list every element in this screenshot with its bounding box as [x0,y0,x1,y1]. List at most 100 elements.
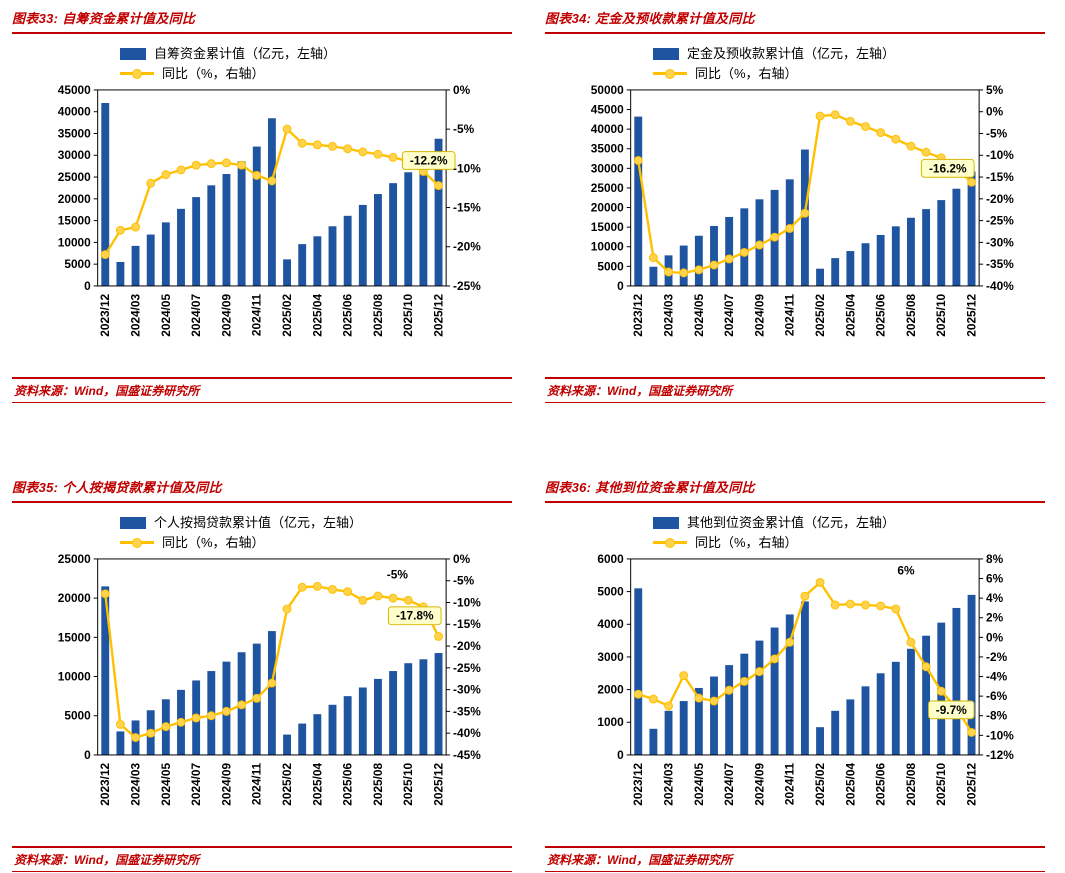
svg-text:2024/07: 2024/07 [722,293,736,336]
svg-text:2000: 2000 [597,683,624,697]
svg-text:20000: 20000 [591,200,624,214]
legend-label: 其他到位资金累计值（亿元，左轴） [687,514,896,530]
panel-title: 图表36: 其他到位资金累计值及同比 [545,480,755,495]
svg-text:15000: 15000 [591,220,624,234]
svg-text:-10%: -10% [453,161,481,175]
svg-text:2024/05: 2024/05 [159,762,173,805]
line-marker-icon [665,68,675,79]
svg-text:-15%: -15% [453,200,481,214]
svg-text:2025/06: 2025/06 [341,762,355,805]
svg-text:2025/08: 2025/08 [371,293,385,336]
svg-text:2024/05: 2024/05 [159,293,173,336]
svg-text:35000: 35000 [591,142,624,156]
svg-text:2025/02: 2025/02 [280,293,294,336]
legend-item-bar: 个人按揭贷款累计值（亿元，左轴） [120,515,512,531]
svg-text:2025/12: 2025/12 [432,762,446,805]
line-series-swatch [653,68,687,79]
svg-text:1000: 1000 [597,715,624,729]
svg-text:25000: 25000 [58,553,91,566]
svg-text:2025/04: 2025/04 [310,293,324,336]
svg-text:15000: 15000 [58,630,91,644]
svg-text:2025/02: 2025/02 [280,762,294,805]
svg-text:0: 0 [84,279,91,293]
panel-title: 图表34: 定金及预收款累计值及同比 [545,11,755,26]
svg-text:-40%: -40% [986,279,1014,293]
legend-item-bar: 定金及预收款累计值（亿元，左轴） [653,46,1045,62]
svg-text:6%: 6% [986,571,1004,585]
line-marker-icon [132,68,142,79]
footer-divider-bottom [545,402,1045,403]
legend-label: 自筹资金累计值（亿元，左轴） [154,45,337,61]
svg-text:-15%: -15% [453,617,481,631]
source-footer: 资料来源：Wind，国盛证券研究所 [545,377,1045,403]
svg-text:0: 0 [617,748,624,762]
svg-text:0%: 0% [986,630,1004,644]
chart-legend: 自筹资金累计值（亿元，左轴） 同比（%，右轴） [120,46,512,82]
legend-item-line: 同比（%，右轴） [653,66,1045,82]
figure-panel-35: 图表35: 个人按揭贷款累计值及同比 个人按揭贷款累计值（亿元，左轴） 同比（%… [12,475,512,872]
svg-text:2024/09: 2024/09 [752,293,766,336]
svg-text:-10%: -10% [986,728,1014,742]
svg-text:-25%: -25% [453,279,481,293]
line-marker-icon [132,537,142,548]
svg-text:-12%: -12% [986,748,1014,762]
svg-text:2024/03: 2024/03 [129,762,143,805]
chart-legend: 其他到位资金累计值（亿元，左轴） 同比（%，右轴） [653,515,1045,551]
bar-series-swatch [120,516,146,529]
legend-item-bar: 自筹资金累计值（亿元，左轴） [120,46,512,62]
svg-text:10000: 10000 [58,235,91,249]
legend-item-line: 同比（%，右轴） [653,535,1045,551]
svg-text:-15%: -15% [986,170,1014,184]
footer-divider-bottom [12,871,512,872]
svg-text:45000: 45000 [58,84,91,97]
svg-text:2023/12: 2023/12 [631,293,645,336]
legend-label: 个人按揭贷款累计值（亿元，左轴） [154,514,363,530]
svg-text:20000: 20000 [58,591,91,605]
svg-text:10000: 10000 [58,669,91,683]
svg-text:2025/08: 2025/08 [371,762,385,805]
svg-text:2025/10: 2025/10 [934,293,948,336]
svg-text:2024/07: 2024/07 [189,293,203,336]
title-divider [12,501,512,503]
footer-divider-top [545,846,1045,848]
svg-text:20000: 20000 [58,192,91,206]
svg-text:-6%: -6% [986,689,1008,703]
title-divider [545,32,1045,34]
combo-chart-figure-36: 0 1000 2000 3000 4000 5000 6000 8% 6% 4% 2% 0% -2% -4… [597,553,1014,806]
line-marker-icon [665,537,675,548]
footer-divider-top [12,377,512,379]
svg-text:2025/08: 2025/08 [904,762,918,805]
svg-text:-35%: -35% [453,704,481,718]
svg-text:4000: 4000 [597,617,624,631]
line-series-swatch [120,537,154,548]
legend-label: 同比（%，右轴） [162,534,265,550]
svg-text:2023/12: 2023/12 [98,762,112,805]
svg-text:0%: 0% [453,84,471,97]
svg-text:2025/04: 2025/04 [310,762,324,805]
svg-text:-16.2%: -16.2% [929,161,967,175]
svg-text:40000: 40000 [591,122,624,136]
svg-text:2025/12: 2025/12 [432,293,446,336]
footer-divider-top [12,846,512,848]
svg-text:2025/02: 2025/02 [813,293,827,336]
svg-text:-4%: -4% [986,669,1008,683]
bar-series-swatch [653,516,679,529]
combo-chart-figure-34: 0 5000 10000 15000 20000 25000 30000 35000 40000… [591,84,1014,337]
svg-text:15000: 15000 [58,214,91,228]
svg-text:2%: 2% [986,611,1004,625]
svg-text:2024/03: 2024/03 [129,293,143,336]
svg-text:-10%: -10% [986,148,1014,162]
svg-text:5000: 5000 [64,709,91,723]
combo-chart-figure-35: 0 5000 10000 15000 20000 25000 0% -5% -10% -15% -2… [58,553,481,806]
legend-label: 定金及预收款累计值（亿元，左轴） [687,45,896,61]
figure-panel-33: 图表33: 自筹资金累计值及同比 自筹资金累计值（亿元，左轴） 同比（%，右轴）… [12,6,512,403]
svg-text:-2%: -2% [986,650,1008,664]
svg-text:2025/02: 2025/02 [813,762,827,805]
svg-text:-20%: -20% [453,240,481,254]
footer-divider-bottom [545,871,1045,872]
bar-series-swatch [653,47,679,60]
legend-item-line: 同比（%，右轴） [120,535,512,551]
title-divider [545,501,1045,503]
legend-item-bar: 其他到位资金累计值（亿元，左轴） [653,515,1045,531]
